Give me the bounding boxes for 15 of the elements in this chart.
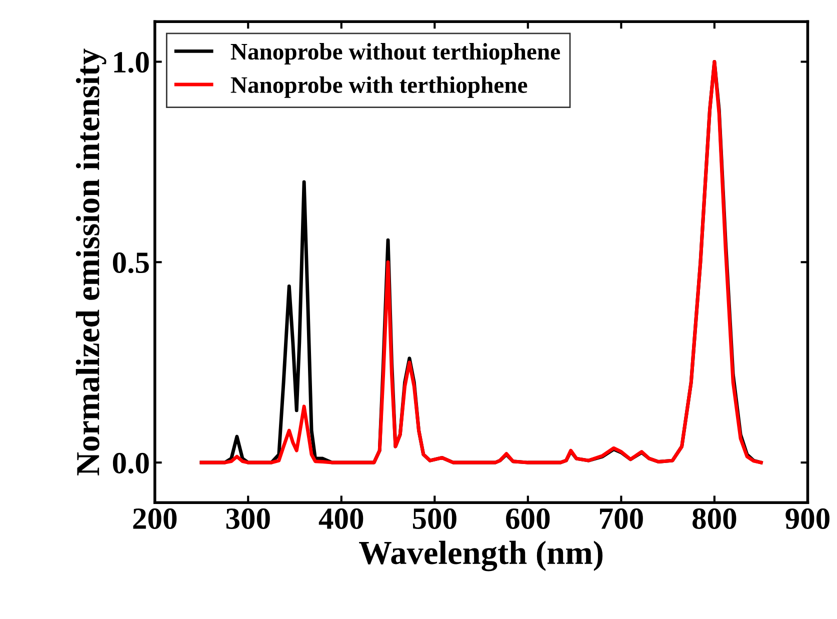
y-tick-label: 0.0 [112, 452, 149, 474]
x-tick-label: 500 [412, 508, 456, 529]
y-tick-label: 0.5 [112, 252, 149, 274]
x-tick-label: 700 [600, 508, 643, 529]
x-tick-label: 300 [226, 508, 270, 529]
x-tick-label: 900 [786, 508, 830, 529]
x-tick-label: 800 [692, 508, 736, 529]
x-tick-label: 400 [318, 508, 364, 529]
y-axis-title: Normalized emission intensity [76, 48, 106, 476]
x-tick-label: 200 [133, 508, 177, 529]
y-tick-label: 1.0 [114, 52, 149, 73]
legend-label: Nanoprobe without terthiophene [230, 43, 560, 64]
x-tick-label: 600 [506, 508, 550, 529]
legend-label: Nanoprobe with terthiophene [230, 76, 528, 98]
x-axis-title: Wavelength (nm) [359, 540, 602, 572]
